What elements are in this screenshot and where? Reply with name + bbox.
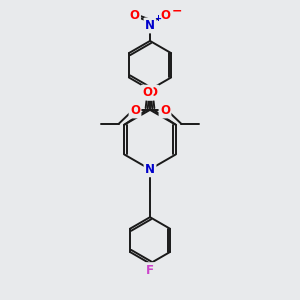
Text: O: O bbox=[160, 104, 170, 117]
Text: F: F bbox=[146, 264, 154, 277]
Text: −: − bbox=[172, 5, 182, 18]
Text: O: O bbox=[142, 86, 152, 99]
Text: N: N bbox=[145, 163, 155, 176]
Text: O: O bbox=[160, 9, 170, 22]
Text: O: O bbox=[130, 104, 140, 117]
Text: O: O bbox=[130, 9, 140, 22]
Text: +: + bbox=[154, 14, 161, 23]
Text: N: N bbox=[145, 19, 155, 32]
Text: O: O bbox=[148, 86, 158, 99]
